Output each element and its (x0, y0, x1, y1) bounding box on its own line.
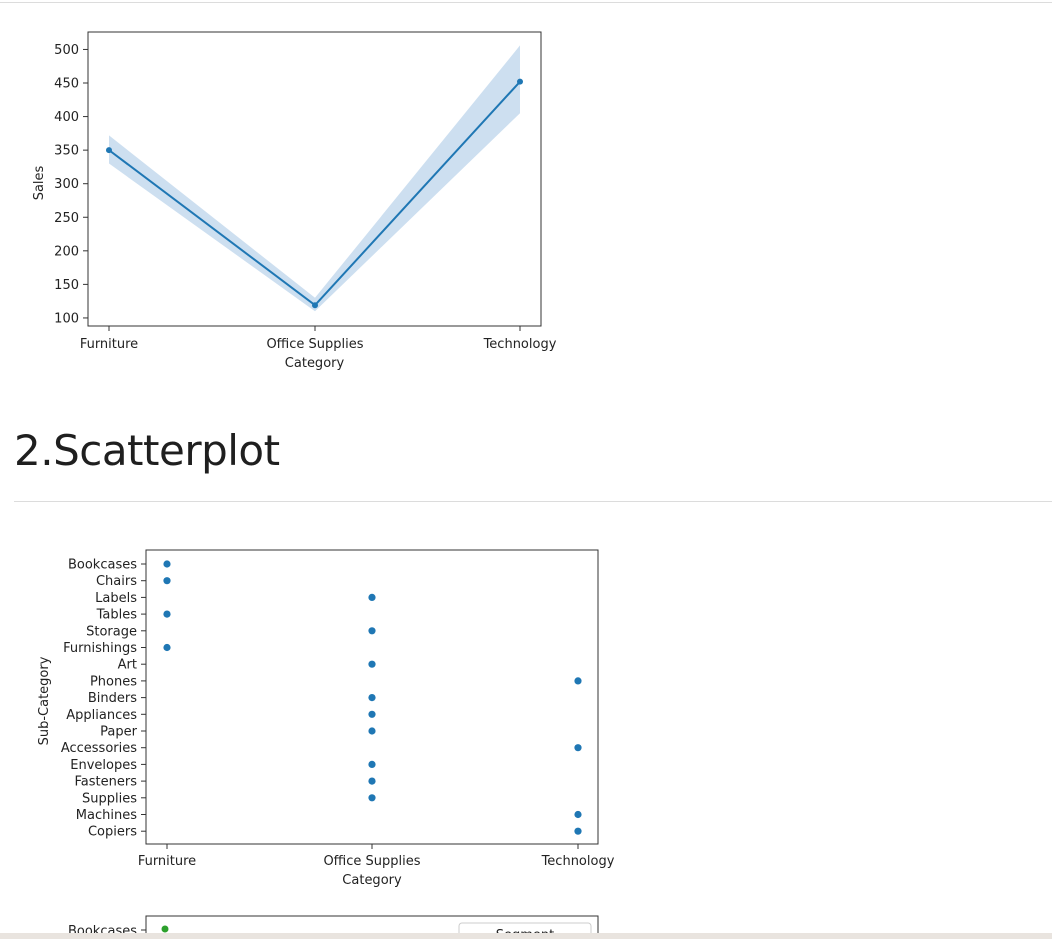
x-tick-label: Office Supplies (323, 854, 420, 869)
y-tick-label: Tables (96, 608, 138, 623)
y-tick-label: 500 (54, 43, 79, 58)
data-point (574, 827, 582, 835)
y-tick-label: Chairs (96, 574, 137, 589)
plot-frame (145, 915, 599, 939)
y-axis-ticks: 100 150 200 250 300 350 400 450 500 (54, 43, 88, 326)
x-axis-ticks: Furniture Office Supplies Technology (138, 844, 615, 869)
y-tick-label: Art (118, 658, 137, 673)
data-points-layer (163, 560, 582, 835)
y-tick-label: Machines (76, 808, 137, 823)
line-chart-sales-by-category: 100 150 200 250 300 350 400 450 500 Furniture Off… (32, 31, 557, 371)
y-tick-label: 450 (54, 77, 79, 92)
data-points-layer (106, 78, 523, 309)
x-tick-label: Office Supplies (266, 337, 363, 352)
data-point (163, 610, 171, 618)
y-tick-label: 300 (54, 177, 79, 192)
data-point (368, 627, 376, 635)
data-point (161, 925, 169, 933)
x-tick-label: Technology (483, 337, 557, 352)
data-point (368, 777, 376, 785)
y-tick-label: 100 (54, 311, 79, 326)
y-tick-label: Furnishings (63, 641, 137, 656)
data-point (574, 677, 582, 685)
data-point (368, 710, 376, 718)
y-tick-label: 350 (54, 144, 79, 159)
data-point (368, 794, 376, 802)
y-tick-label: Copiers (88, 825, 137, 840)
x-tick-label: Furniture (80, 337, 138, 352)
section-heading: 2.Scatterplot (14, 426, 280, 475)
data-point-technology (517, 78, 523, 85)
y-tick-label: 150 (54, 278, 79, 293)
y-tick-label: Bookcases (68, 558, 137, 573)
data-point (368, 593, 376, 601)
y-tick-label: 400 (54, 110, 79, 125)
y-tick-label: Phones (90, 674, 137, 689)
y-tick-label: Labels (95, 591, 137, 606)
y-tick-label: 250 (54, 211, 79, 226)
data-point (368, 727, 376, 735)
data-point (163, 577, 171, 585)
x-tick-label: Furniture (138, 854, 196, 869)
x-axis-title: Category (285, 356, 345, 371)
data-point-office-supplies (312, 302, 318, 309)
y-tick-label: Fasteners (75, 775, 138, 790)
x-tick-label: Technology (541, 854, 615, 869)
y-tick-label: Supplies (82, 791, 137, 806)
confidence-band-layer (109, 45, 520, 312)
x-axis-title: Category (342, 873, 402, 888)
data-point (574, 744, 582, 752)
y-tick-label: Envelopes (70, 758, 137, 773)
y-tick-label: Accessories (61, 741, 137, 756)
top-divider (0, 2, 1052, 3)
y-tick-label: 200 (54, 244, 79, 259)
y-axis-title: Sub-Category (37, 656, 52, 745)
data-point (574, 810, 582, 819)
data-point (368, 660, 376, 668)
data-point (368, 694, 376, 702)
y-axis-title: Sales (32, 165, 47, 200)
y-tick-label: Storage (86, 624, 137, 639)
heading-divider (14, 501, 1052, 502)
confidence-band (109, 45, 520, 312)
y-tick-label: Binders (88, 691, 137, 706)
data-point (163, 643, 171, 652)
data-point-furniture (106, 147, 112, 154)
data-point (368, 760, 376, 768)
y-tick-label: Paper (100, 725, 137, 740)
bottom-scroll-edge (0, 933, 1052, 939)
data-point (163, 560, 171, 568)
y-tick-label: Appliances (66, 708, 137, 723)
x-axis-ticks: Furniture Office Supplies Technology (80, 326, 557, 352)
